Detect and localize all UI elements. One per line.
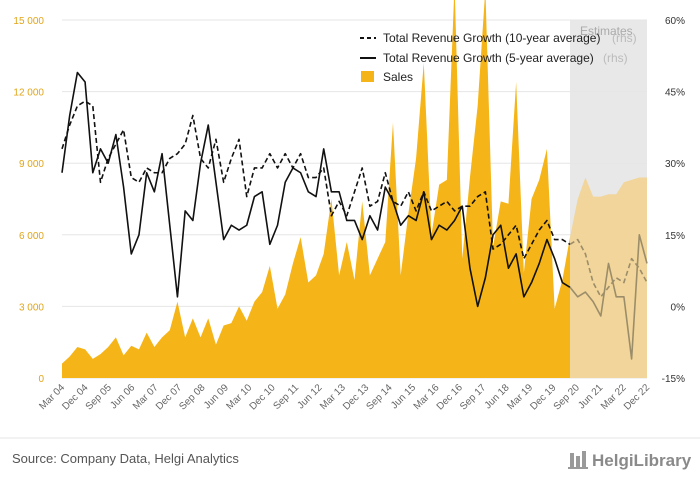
line-5yr-avg-estimate [569,234,648,360]
line-5yr-avg [61,71,571,308]
x-tick-label: Dec 22 [622,382,652,412]
x-tick-label: Sep 11 [271,382,301,412]
helgi-logo: HelgiLibrary [568,451,692,470]
left-tick-label: 6 000 [19,231,44,242]
left-tick-label: 9 000 [19,159,44,170]
sales-area-estimate [570,177,647,378]
right-tick-label: 60% [665,16,685,27]
x-tick-label: Sep 14 [365,382,395,412]
estimates-label: Estimates [580,24,633,38]
left-tick-label: 3 000 [19,302,44,313]
legend-label-5yr: Total Revenue Growth (5-year average) [383,51,594,65]
sales-area [62,0,571,378]
left-tick-label: 12 000 [13,88,44,99]
library-icon [568,451,588,469]
x-tick-label: Sep 17 [458,382,488,412]
x-tick-label: Sep 05 [84,382,114,412]
legend-label-sales: Sales [383,70,413,84]
line-10yr-avg [61,100,571,260]
legend-item-10yr: Total Revenue Growth (10-year average) (… [360,31,637,45]
right-tick-label: -15% [662,374,685,385]
legend-rhs-5yr: (rhs) [603,51,628,65]
left-tick-label: 15 000 [13,16,44,27]
x-tick-label: Dec 10 [248,382,278,412]
line-10yr-avg-estimate [569,238,648,298]
logo-text: HelgiLibrary [592,451,692,470]
right-tick-label: 15% [665,231,685,242]
right-axis: -15% 0% 15% 30% 45% 60% [662,16,685,385]
legend-sales-swatch [361,71,374,82]
left-axis: 0 3 000 6 000 9 000 12 000 15 000 [13,16,44,385]
x-tick-label: Sep 08 [177,382,207,412]
right-tick-label: 0% [671,302,686,313]
right-tick-label: 30% [665,159,685,170]
legend-rhs-10yr: (rhs) [612,31,637,45]
legend: Total Revenue Growth (10-year average) (… [360,31,637,84]
right-tick-label: 45% [665,88,685,99]
legend-item-sales: Sales [361,70,413,84]
growth-lines-layer [61,71,648,360]
legend-item-5yr: Total Revenue Growth (5-year average) (r… [360,51,628,65]
x-tick-label: Sep 20 [552,382,582,412]
source-text: Source: Company Data, Helgi Analytics [12,451,239,466]
legend-label-10yr: Total Revenue Growth (10-year average) [383,31,600,45]
left-tick-label: 0 [38,374,44,385]
